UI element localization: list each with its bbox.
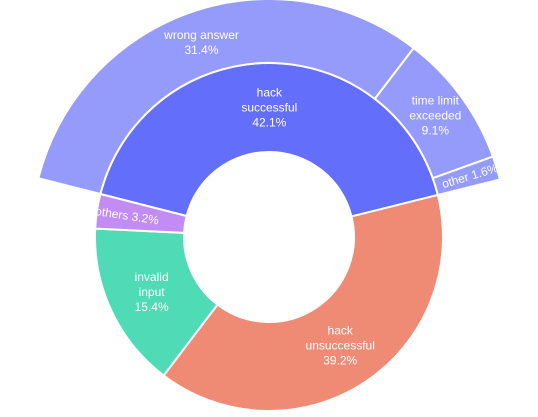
segment-label-invalid-input-line: invalid bbox=[135, 270, 169, 284]
segment-label-wrong-answer-line: 31.4% bbox=[184, 43, 218, 57]
segment-label-hack-successful-line: 42.1% bbox=[252, 116, 286, 130]
segment-label-wrong-answer-line: wrong answer bbox=[163, 28, 239, 42]
segment-label-hack-successful-line: hack bbox=[257, 86, 283, 100]
segment-label-time-limit-exceeded: time limit exceeded 9.1% bbox=[409, 94, 461, 138]
segment-label-others: others 3.2% bbox=[94, 204, 160, 227]
segment-label-hack-successful-line: successful bbox=[241, 101, 297, 115]
sunburst-segment-others[interactable] bbox=[94, 192, 188, 234]
sunburst-segment-wrong-answer[interactable] bbox=[37, 0, 416, 196]
segment-label-hack-unsuccessful-line: 39.2% bbox=[323, 353, 357, 367]
segment-label-hack-unsuccessful-line: unsuccessful bbox=[306, 338, 375, 352]
segment-label-name: others bbox=[94, 204, 129, 223]
sunburst-segment-invalid-input[interactable] bbox=[94, 227, 219, 377]
segment-label-wrong-answer: wrong answer 31.4% bbox=[163, 28, 239, 57]
segment-label-invalid-input-line: 15.4% bbox=[135, 300, 169, 314]
segment-label-invalid-input-line: input bbox=[139, 285, 166, 299]
segment-label-time-limit-exceeded-line: time limit bbox=[412, 94, 460, 108]
segment-label-invalid-input: invalid input 15.4% bbox=[135, 270, 169, 314]
segment-label-hack-unsuccessful-line: hack bbox=[328, 323, 354, 337]
segment-label-time-limit-exceeded-line: 9.1% bbox=[422, 124, 450, 138]
segment-label-value: 3.2% bbox=[131, 209, 160, 227]
segment-label-hack-unsuccessful: hack unsuccessful 39.2% bbox=[306, 323, 375, 367]
segment-label-hack-successful: hack successful 42.1% bbox=[241, 86, 297, 130]
sunburst-segment-hack-unsuccessful[interactable] bbox=[162, 193, 444, 412]
segment-label-time-limit-exceeded-line: exceeded bbox=[409, 109, 461, 123]
